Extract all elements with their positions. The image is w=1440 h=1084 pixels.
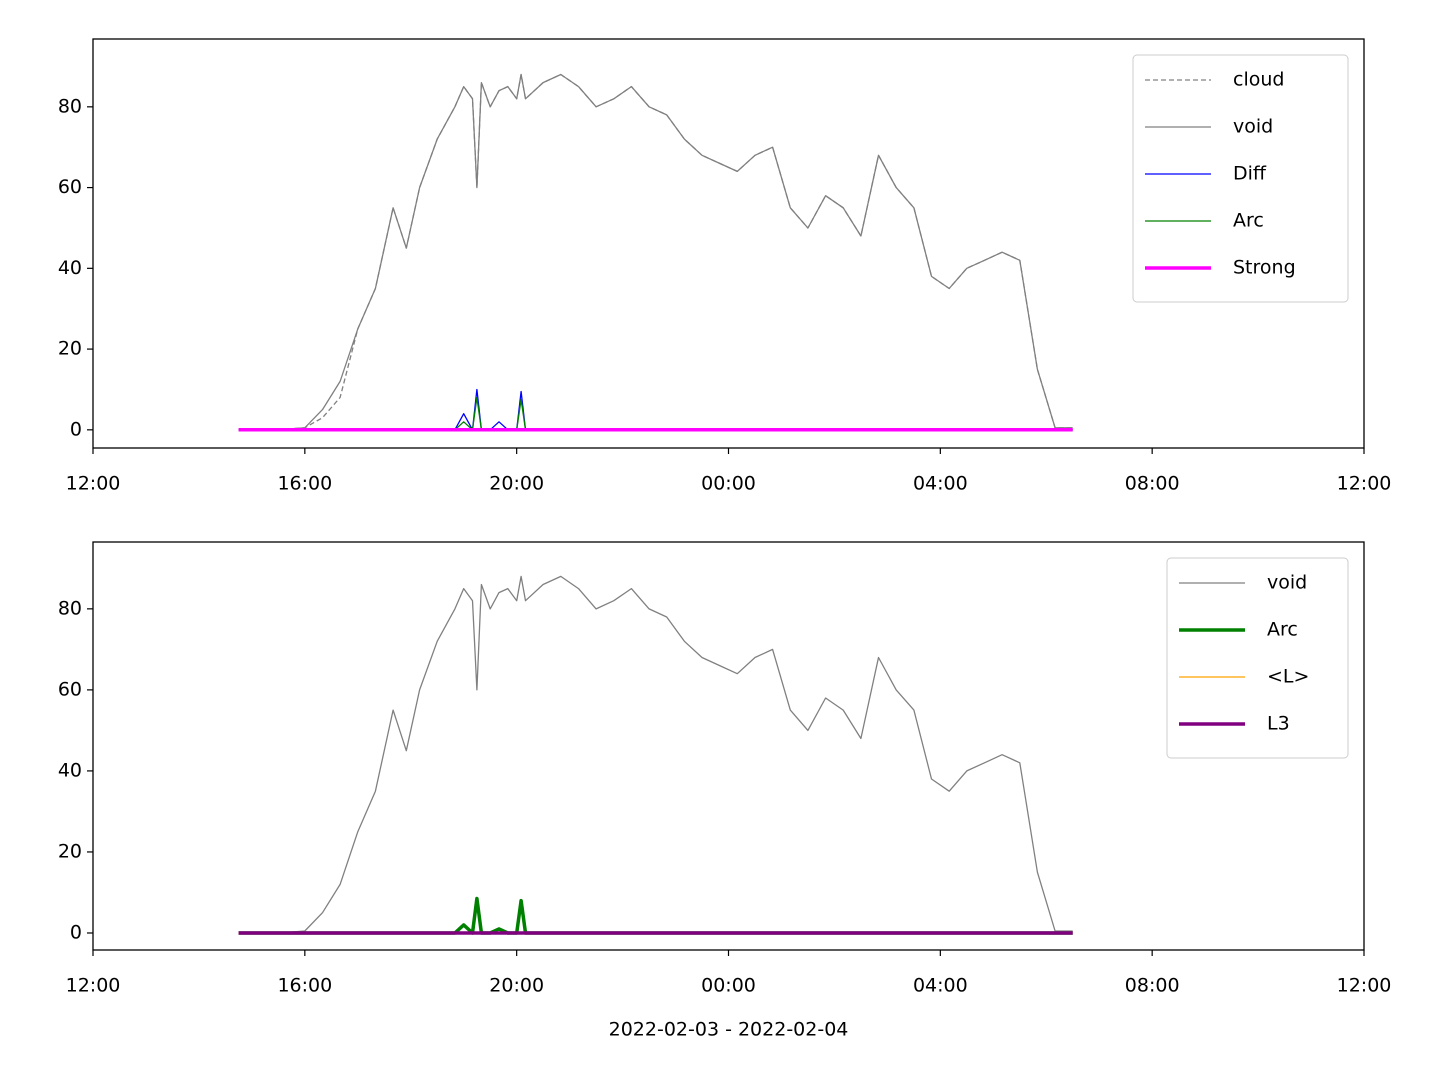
legend-frame [1132, 54, 1349, 303]
legend-label: Arc [1233, 210, 1264, 232]
legend-label: Diff [1233, 163, 1267, 185]
x-tick-label: 20:00 [489, 473, 544, 495]
y-tick-label: 20 [58, 840, 82, 862]
legend-label: L3 [1267, 713, 1290, 735]
legend-label: void [1233, 116, 1273, 138]
series-line [238, 73, 1073, 431]
x-axis-label: 2022-02-03 - 2022-02-04 [609, 1019, 849, 1041]
x-tick-label: 12:00 [1337, 473, 1392, 495]
x-tick-label: 08:00 [1125, 473, 1180, 495]
x-tick-label: 00:00 [701, 473, 756, 495]
x-tick-label: 04:00 [913, 975, 968, 997]
legend-label: cloud [1233, 69, 1284, 91]
axes: 0 20 40 60 80 12:00 16:00 20:00 00:00 04:00 08:00 1… [58, 38, 1392, 495]
legend: void Arc <L> L3 [1166, 557, 1349, 759]
legend-label: Strong [1233, 257, 1296, 279]
x-tick-label: 16:00 [277, 975, 332, 997]
y-tick-label: 80 [58, 95, 82, 117]
y-tick-label: 20 [58, 338, 82, 360]
x-tick-label: 20:00 [489, 975, 544, 997]
legend-frame [1166, 557, 1349, 759]
x-tick-label: 08:00 [1125, 975, 1180, 997]
y-tick-label: 60 [58, 678, 82, 700]
legend-label: <L> [1267, 666, 1309, 688]
series-line [238, 896, 1073, 935]
x-tick-label: 12:00 [66, 975, 121, 997]
series-line [238, 575, 1073, 934]
y-tick-label: 0 [70, 921, 82, 943]
x-tick-label: 16:00 [277, 473, 332, 495]
x-tick-label: 04:00 [913, 473, 968, 495]
x-tick-label: 12:00 [1337, 975, 1392, 997]
series-line [238, 396, 1073, 431]
x-tick-label: 00:00 [701, 975, 756, 997]
legend-label: void [1267, 572, 1307, 594]
x-tick-label: 12:00 [66, 473, 121, 495]
axes: 0 20 40 60 80 12:00 16:00 20:00 00:00 04:00 08:00 1… [58, 541, 1392, 1041]
series-line [238, 73, 1073, 431]
y-tick-label: 40 [58, 759, 82, 781]
legend-label: Arc [1267, 619, 1298, 641]
legend: cloud void Diff Arc Strong [1132, 54, 1349, 303]
y-tick-label: 60 [58, 176, 82, 198]
y-tick-label: 80 [58, 597, 82, 619]
y-tick-label: 40 [58, 257, 82, 279]
y-tick-label: 0 [70, 418, 82, 440]
series-line [238, 388, 1073, 431]
